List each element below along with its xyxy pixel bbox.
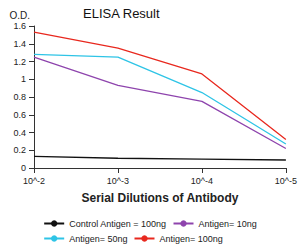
svg-text:Serial Dilutions of Antibody: Serial Dilutions of Antibody	[81, 191, 238, 205]
svg-text:10^-2: 10^-2	[23, 176, 45, 186]
svg-text:0.6: 0.6	[13, 110, 26, 120]
svg-text:Antigen= 10ng: Antigen= 10ng	[199, 219, 257, 229]
svg-text:10^-4: 10^-4	[191, 176, 213, 186]
svg-text:10^-3: 10^-3	[107, 176, 129, 186]
svg-text:1.2: 1.2	[13, 57, 26, 67]
svg-text:1: 1	[21, 74, 26, 84]
svg-text:1.6: 1.6	[13, 21, 26, 31]
svg-text:1.4: 1.4	[13, 39, 26, 49]
svg-text:O.D.: O.D.	[9, 10, 30, 21]
svg-text:0: 0	[21, 163, 26, 173]
svg-text:0.4: 0.4	[13, 128, 26, 138]
svg-text:ELISA Result: ELISA Result	[83, 6, 160, 21]
svg-text:Antigen= 50ng: Antigen= 50ng	[69, 234, 127, 244]
svg-text:10^-5: 10^-5	[275, 176, 297, 186]
svg-text:0.2: 0.2	[13, 145, 26, 155]
svg-text:Antigen= 100ng: Antigen= 100ng	[159, 234, 222, 244]
svg-text:0.8: 0.8	[13, 92, 26, 102]
svg-text:Control Antigen = 100ng: Control Antigen = 100ng	[69, 219, 166, 229]
